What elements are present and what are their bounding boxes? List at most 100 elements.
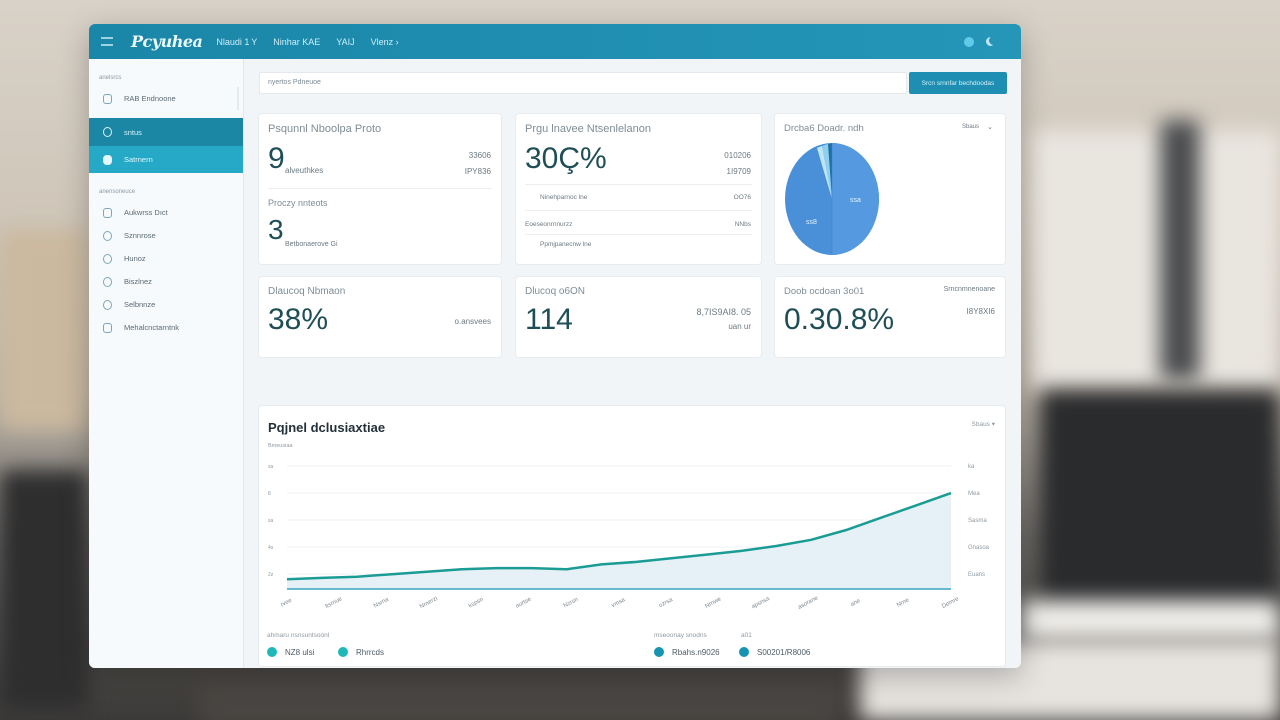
sidebar-item-4[interactable]: Biszlnez xyxy=(89,270,243,293)
divider xyxy=(525,184,752,185)
sidebar-section-label: anensoneuce xyxy=(99,189,136,195)
svg-text:Gnasoa: Gnasoa xyxy=(968,545,990,551)
svg-text:ss8: ss8 xyxy=(806,219,817,226)
stat-card-2: Prgu lnavee Ntsenlelanon 30Ç% 010206 1I9… xyxy=(516,114,761,264)
legend-left: ahmaru nsnsuntsoonl NZ8 ulsi Rhrrcds xyxy=(259,630,632,666)
legend-label: S00201/R8006 xyxy=(757,647,811,657)
legend-dot-icon xyxy=(267,647,277,657)
card-right-value: o.ansvees xyxy=(454,317,491,326)
sidebar-item-2[interactable]: Sznnrose xyxy=(89,224,243,247)
card-right-value-1: 33606 xyxy=(468,151,491,160)
sidebar-item-5[interactable]: Selbnnze xyxy=(89,293,243,316)
legend-label: NZ8 ulsi xyxy=(285,647,315,657)
svg-text:Nrnerzi: Nrnerzi xyxy=(419,596,439,610)
nav-item-1[interactable]: Nlaudi 1 Y xyxy=(216,36,258,47)
card-right-value-2: I8Y8XI6 xyxy=(966,307,995,316)
theme-toggle-icon[interactable] xyxy=(986,37,995,46)
svg-text:rvee: rvee xyxy=(280,597,294,608)
card-title: Dlaucoq Nbmaon xyxy=(268,286,346,297)
card-value: 9 xyxy=(268,142,285,175)
card-subtext: alveuthkes xyxy=(285,166,324,175)
search-input[interactable]: nyertos Pdneuoe xyxy=(259,72,907,94)
svg-text:ane: ane xyxy=(850,598,862,608)
sidebar-section-label: anelsrcs xyxy=(99,75,122,81)
sidebar-item-label: sntus xyxy=(124,127,142,137)
sidebar-item-label: Aukwrss Dıct xyxy=(124,208,168,217)
svg-text:ozrsa: ozrsa xyxy=(658,597,674,609)
circle-icon xyxy=(103,230,112,241)
legend-label: Rbahs.n9026 xyxy=(672,647,720,657)
legend-title: ahmaru nsnsuntsoonl xyxy=(267,632,330,639)
info-icon xyxy=(103,127,112,137)
divider xyxy=(525,210,752,211)
shield-icon xyxy=(103,299,112,310)
card-title: Doob ocdoan 3o01 xyxy=(784,286,865,297)
main-content: nyertos Pdneuoe Srcn srnnfar bechdoodas … xyxy=(259,72,1007,666)
chart-range-dropdown[interactable]: Sbaus ▾ xyxy=(971,421,996,428)
card-section-title: Proczy nnteots xyxy=(268,198,328,208)
svg-text:asorane: asorane xyxy=(797,595,820,611)
nav-item-2[interactable]: Ninhar KAE xyxy=(273,36,321,47)
nav-item-3[interactable]: YAIJ xyxy=(336,36,355,47)
sidebar-item-3[interactable]: Hunoz xyxy=(89,247,243,270)
globe-icon[interactable] xyxy=(964,36,974,47)
search-button[interactable]: Srcn srnnfar bechdoodas xyxy=(909,72,1007,94)
sidebar: anelsrcs RAB Endnoone sntus Satrnern ane… xyxy=(89,59,244,668)
svg-text:aurtse: aurtse xyxy=(515,596,533,609)
svg-text:8: 8 xyxy=(268,491,271,497)
sidebar-item-label: Mehalcnctarntnk xyxy=(124,323,180,332)
card-value: 0.30.8% xyxy=(784,303,895,336)
sidebar-item-6[interactable]: Mehalcnctarntnk xyxy=(89,316,243,339)
svg-text:Nsrna: Nsrna xyxy=(373,596,391,609)
document-icon xyxy=(103,93,112,104)
svg-text:kspsn: kspsn xyxy=(468,597,485,610)
legend-item[interactable]: NZ8 ulsi xyxy=(267,647,314,657)
svg-text:Nzrsn: Nzrsn xyxy=(563,597,580,610)
sidebar-item-active-2[interactable]: Satrnern xyxy=(89,146,243,173)
line-chart-card: Pqjnel dclusiaxtiae Bmeusiaa Sbaus ▾ sa 8… xyxy=(259,406,1005,666)
sidebar-item-label: Hunoz xyxy=(124,254,146,263)
row-value: OO76 xyxy=(733,194,751,201)
svg-text:4s: 4s xyxy=(268,545,274,551)
card-right-value-1: 010206 xyxy=(724,151,751,160)
app-logo[interactable]: Pcyuhea xyxy=(131,32,203,51)
sidebar-item-1[interactable]: Aukwrss Dıct xyxy=(89,201,243,224)
card-subtext-2: Betbonaerove Gi xyxy=(285,241,338,248)
card-value: 114 xyxy=(525,303,573,336)
legend-item[interactable]: Rbahs.n9026 xyxy=(654,647,720,657)
sidebar-item-label: Biszlnez xyxy=(124,277,152,286)
legend-dot-icon xyxy=(654,647,664,657)
legend-dot-icon xyxy=(338,647,348,657)
svg-text:Demre: Demre xyxy=(941,596,960,610)
nav-item-4[interactable]: Vlenz › xyxy=(370,36,399,47)
chart-subtitle: Bmeusiaa xyxy=(268,443,293,449)
sidebar-item-label: RAB Endnoone xyxy=(124,94,176,103)
card-right-value-2: uan ur xyxy=(728,322,751,331)
sidebar-item-active-1[interactable]: sntus xyxy=(89,118,243,146)
sidebar-item-label: Sznnrose xyxy=(124,231,156,240)
calendar-icon xyxy=(103,322,112,333)
stat-card-4: Dlaucoq Nbmaon 38% o.ansvees xyxy=(259,277,501,357)
svg-text:Mea: Mea xyxy=(968,491,980,497)
chat-icon xyxy=(103,154,112,165)
chart-title: Pqjnel dclusiaxtiae xyxy=(268,420,386,435)
divider xyxy=(525,234,752,235)
card-title: Dlucoq o6ON xyxy=(525,286,586,297)
svg-text:Sasma: Sasma xyxy=(968,518,987,524)
top-bar: Pcyuhea Nlaudi 1 Y Ninhar KAE YAIJ Vlenz… xyxy=(89,24,1021,59)
svg-text:vmsa: vmsa xyxy=(611,597,627,609)
more-icon[interactable]: ⌄ xyxy=(987,124,993,131)
menu-icon[interactable] xyxy=(101,37,113,46)
card-title: Psqunnl Nboolpa Proto xyxy=(268,123,382,135)
legend-item[interactable]: S00201/R8006 xyxy=(739,647,810,657)
sidebar-item-top[interactable]: RAB Endnoone xyxy=(89,87,239,110)
svg-text:ltsrnue: ltsrnue xyxy=(325,596,344,610)
card-value: 38% xyxy=(268,303,329,336)
dashboard-window: Pcyuhea Nlaudi 1 Y Ninhar KAE YAIJ Vlenz… xyxy=(89,24,1021,668)
svg-text:Nrnwe: Nrnwe xyxy=(704,596,723,610)
legend-item[interactable]: Rhrrcds xyxy=(338,647,384,657)
pie-menu[interactable]: Sbaus xyxy=(961,124,979,130)
sidebar-item-label: Satrnern xyxy=(124,155,153,164)
pie-card: Drcba6 Doadr. ndh Sbaus ⌄ ssa ss8 xyxy=(775,114,1005,264)
legend-dot-icon xyxy=(739,647,749,657)
